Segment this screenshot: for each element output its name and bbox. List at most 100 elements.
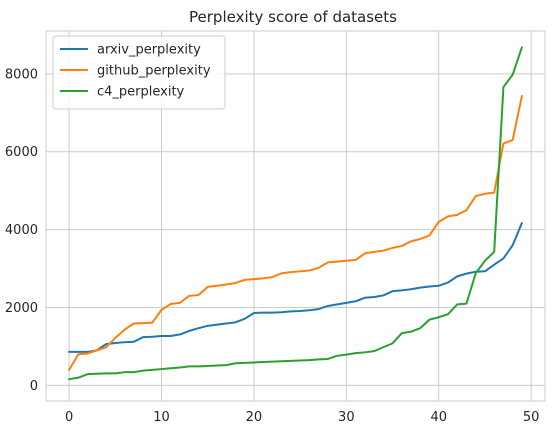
x-tick-label: 50 (523, 410, 540, 425)
data-point (133, 341, 135, 343)
data-point (114, 342, 116, 344)
y-tick-label: 4000 (5, 223, 38, 238)
data-point (142, 370, 144, 372)
data-point (336, 303, 338, 306)
data-point (160, 335, 163, 337)
data-point (179, 302, 181, 304)
data-point (336, 260, 338, 263)
data-point (327, 261, 329, 263)
series-line (68, 222, 523, 353)
data-point (142, 336, 144, 338)
series-github-perplexity (68, 95, 523, 371)
data-point (170, 303, 172, 305)
data-point (142, 322, 144, 324)
data-point (96, 373, 98, 375)
data-point (133, 322, 135, 325)
data-point (114, 337, 116, 339)
y-tick-label: 2000 (5, 301, 38, 316)
data-point (456, 214, 458, 216)
y-tick-label: 6000 (5, 145, 38, 160)
data-point (410, 331, 412, 333)
data-point (521, 95, 523, 97)
data-point (299, 359, 301, 362)
data-point (419, 327, 421, 329)
data-point (465, 209, 468, 211)
data-point (225, 283, 227, 286)
series-line (68, 95, 523, 371)
data-point (382, 250, 384, 252)
data-point (123, 371, 126, 373)
data-point (456, 303, 458, 306)
data-point (391, 290, 394, 292)
data-point (354, 259, 357, 261)
data-point (428, 234, 431, 237)
data-point (502, 142, 505, 145)
x-tick-label: 10 (153, 410, 170, 425)
data-point (373, 251, 375, 253)
data-point (502, 257, 505, 260)
series-c4-perplexity (68, 46, 523, 381)
data-point (105, 346, 107, 348)
data-point (68, 351, 70, 353)
series-line (68, 46, 523, 381)
data-point (345, 354, 347, 356)
data-point (123, 329, 126, 331)
data-point (160, 309, 163, 311)
data-point (253, 361, 255, 364)
data-point (68, 369, 70, 371)
data-point (188, 365, 190, 367)
data-point (493, 264, 495, 266)
data-point (318, 267, 320, 269)
data-point (447, 313, 449, 315)
data-point (281, 272, 283, 274)
data-point (179, 366, 181, 369)
data-point (484, 193, 486, 195)
data-point (382, 294, 384, 297)
data-point (391, 342, 394, 344)
data-point (216, 324, 218, 326)
data-point (373, 350, 375, 352)
data-point (253, 312, 255, 314)
data-point (68, 378, 70, 380)
data-point (281, 360, 283, 362)
x-tick-label: 30 (338, 410, 355, 425)
data-point (234, 321, 237, 323)
data-point (207, 365, 209, 367)
data-point (438, 285, 440, 287)
data-point (447, 215, 449, 217)
data-point (512, 244, 514, 246)
data-point (262, 277, 264, 279)
data-point (512, 139, 514, 141)
data-point (262, 361, 264, 363)
legend-label: github_perplexity (97, 64, 211, 79)
data-point (151, 369, 153, 371)
data-point (77, 353, 79, 355)
data-point (197, 327, 200, 329)
data-point (512, 74, 514, 76)
data-point (364, 351, 366, 353)
data-point (373, 296, 375, 298)
data-point (410, 240, 412, 242)
data-point (484, 270, 486, 272)
data-point (318, 308, 320, 310)
data-point (86, 351, 89, 353)
data-point (225, 322, 227, 325)
data-point (271, 361, 273, 363)
series-arxiv-perplexity (68, 222, 523, 353)
data-point (105, 343, 107, 345)
data-point (244, 318, 246, 320)
data-point (188, 330, 190, 332)
legend-label: c4_perplexity (97, 85, 185, 100)
data-point (114, 372, 116, 374)
data-point (382, 346, 384, 348)
data-point (428, 319, 431, 321)
data-point (299, 310, 301, 312)
data-point (160, 368, 163, 370)
data-point (364, 297, 366, 299)
chart-title: Perplexity score of datasets (189, 8, 397, 26)
data-point (308, 309, 310, 311)
data-point (207, 325, 209, 327)
x-tick-label: 20 (246, 410, 263, 425)
data-point (151, 336, 153, 338)
